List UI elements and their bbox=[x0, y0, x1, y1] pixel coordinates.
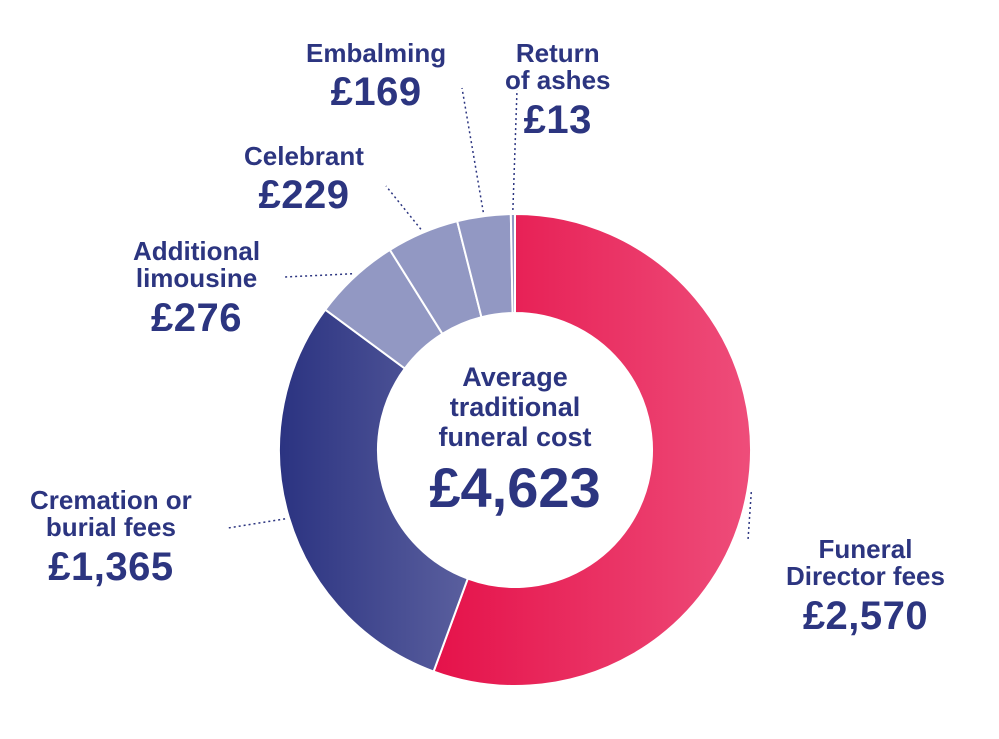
slice-label-cremation: Cremation or burial fees £1,365 bbox=[30, 485, 192, 589]
slice-value: £13 bbox=[523, 97, 592, 142]
slice-value: £276 bbox=[151, 295, 243, 340]
slice-label-line: of ashes bbox=[505, 65, 611, 96]
slice-label-line: burial fees bbox=[45, 512, 176, 543]
leader-line bbox=[461, 87, 485, 213]
slice-label-line: Celebrant bbox=[244, 141, 364, 171]
leader-line bbox=[284, 273, 353, 278]
slice-label-funeral-director: Funeral Director fees £2,570 bbox=[786, 534, 945, 638]
slice-label-line: limousine bbox=[135, 263, 258, 294]
center-title-line: funeral cost bbox=[438, 422, 592, 453]
slice-label-line: Director fees bbox=[786, 561, 945, 592]
slice-value: £169 bbox=[330, 70, 422, 115]
slice-cremation-or-burial-fees bbox=[278, 308, 470, 673]
slice-label-line: Return bbox=[515, 38, 600, 68]
slice-label-limousine: Additional limousine £276 bbox=[133, 236, 261, 340]
slice-label-line: Additional bbox=[133, 236, 261, 266]
leader-line bbox=[512, 89, 518, 211]
center-summary: Average traditional funeral cost £4,623 bbox=[385, 362, 645, 518]
slice-value: £1,365 bbox=[48, 544, 174, 589]
slice-label-line: Funeral bbox=[818, 534, 913, 564]
slice-funeral-director-fees bbox=[432, 212, 752, 687]
slice-return-of-ashes bbox=[509, 212, 516, 315]
center-total: £4,623 bbox=[429, 455, 601, 519]
leader-line bbox=[227, 518, 286, 529]
center-title-line: traditional bbox=[449, 392, 581, 423]
slice-label-line: Embalming bbox=[306, 38, 447, 68]
slice-label-line: Cremation or bbox=[30, 485, 192, 515]
slice-label-celebrant: Celebrant £229 bbox=[244, 141, 364, 218]
leader-line bbox=[747, 491, 753, 541]
slice-value: £2,570 bbox=[802, 593, 929, 638]
center-title-line: Average bbox=[462, 362, 568, 392]
slice-label-embalming: Embalming £169 bbox=[306, 38, 447, 115]
slice-value: £229 bbox=[258, 173, 350, 218]
leader-line bbox=[385, 185, 422, 230]
slice-label-return-of-ashes: Return of ashes £13 bbox=[505, 38, 611, 142]
